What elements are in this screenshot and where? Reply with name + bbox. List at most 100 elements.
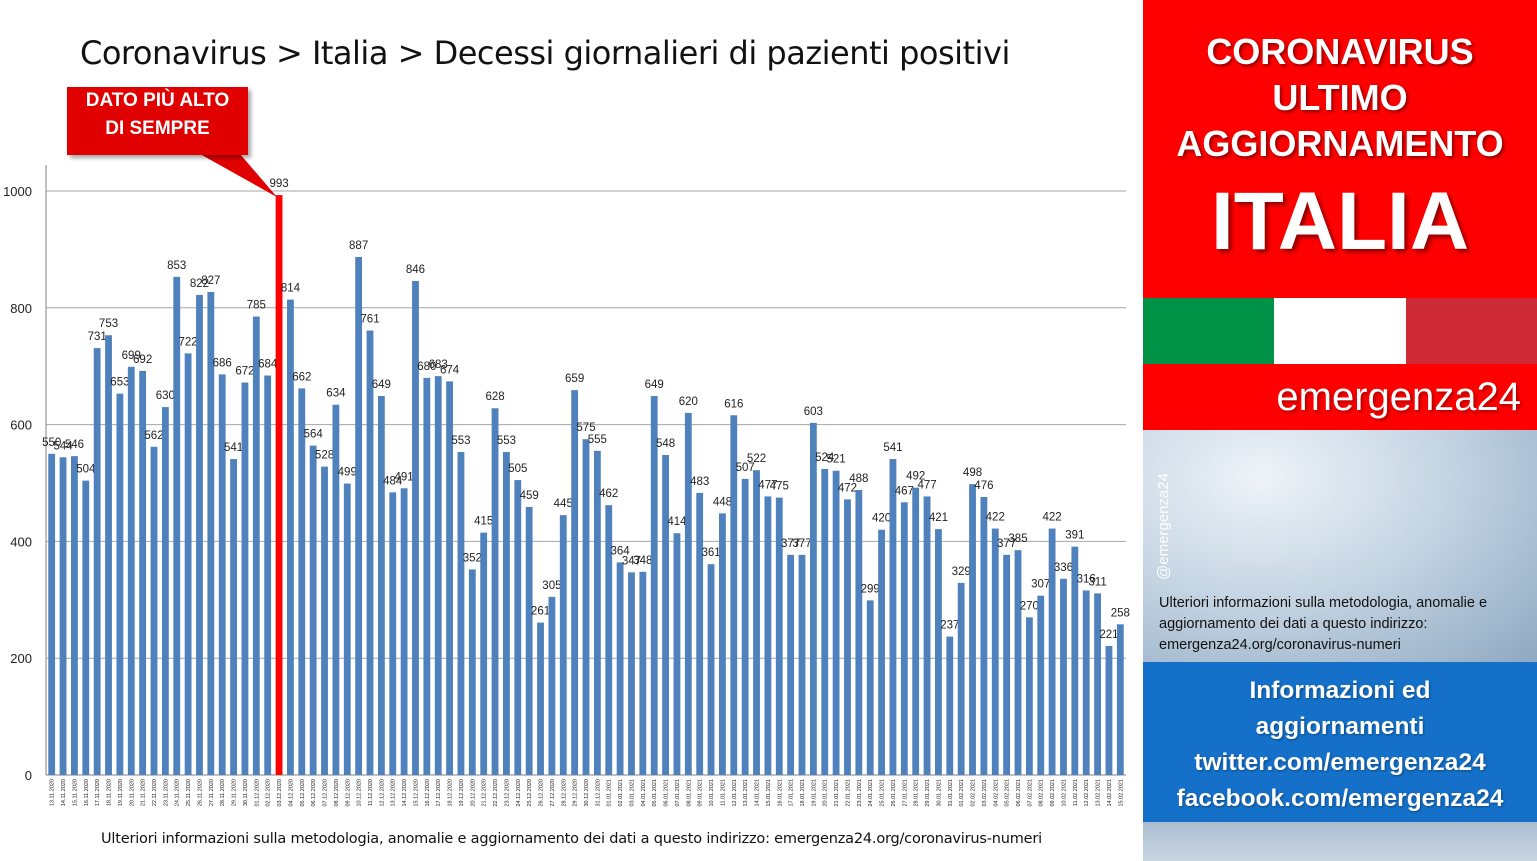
x-tick-label: 22.11.2020 — [152, 779, 158, 806]
data-label: 491 — [395, 471, 414, 483]
bar — [980, 497, 988, 775]
bar — [1116, 624, 1124, 775]
data-label: 603 — [804, 406, 823, 418]
x-tick-label: 24.01.2021 — [868, 779, 874, 807]
data-label: 477 — [917, 479, 936, 491]
data-label: 887 — [349, 240, 368, 252]
x-tick-label: 18.01.2021 — [800, 779, 806, 807]
data-label: 316 — [1077, 573, 1096, 585]
data-label: 391 — [1065, 530, 1084, 542]
data-label: 420 — [872, 513, 891, 525]
x-tick-label: 12.01.2021 — [732, 779, 738, 807]
data-label: 544 — [53, 440, 73, 452]
bar — [628, 572, 635, 775]
x-tick-label: 02.12.2020 — [266, 779, 272, 807]
x-tick-label: 09.12.2020 — [345, 779, 351, 807]
x-tick-label: 15.11.2020 — [72, 779, 78, 806]
data-label: 686 — [213, 357, 232, 369]
bar — [343, 483, 351, 775]
x-tick-label: 30.01.2021 — [936, 779, 942, 807]
data-label: 814 — [281, 283, 301, 295]
data-label: 672 — [235, 366, 254, 378]
bar — [207, 292, 215, 775]
data-label: 662 — [292, 371, 311, 383]
bar — [298, 388, 306, 775]
bar — [309, 445, 317, 775]
x-tick-label: 10.02.2021 — [1061, 779, 1067, 807]
x-tick-label: 13.11.2020 — [50, 779, 56, 806]
x-tick-label: 13.12.2020 — [391, 779, 397, 807]
x-tick-label: 01.12.2020 — [254, 779, 260, 807]
x-tick-label: 22.01.2021 — [845, 779, 851, 807]
bar — [355, 256, 363, 775]
bar — [116, 393, 124, 775]
bar — [252, 316, 260, 775]
x-tick-label: 16.01.2021 — [777, 779, 783, 807]
bar — [59, 457, 67, 775]
data-label: 731 — [88, 331, 107, 343]
bar — [775, 497, 783, 775]
x-tick-label: 09.01.2021 — [698, 779, 704, 807]
x-tick-label: 23.01.2021 — [857, 779, 863, 807]
x-tick-label: 25.12.2020 — [527, 779, 533, 807]
twitter-link[interactable]: twitter.com/emergenza24 — [1194, 749, 1486, 776]
x-tick-label: 08.01.2021 — [686, 779, 692, 807]
bar — [1105, 645, 1113, 775]
data-label: 498 — [963, 467, 982, 479]
x-tick-label: 04.01.2021 — [641, 779, 647, 807]
bar — [1048, 528, 1056, 775]
data-label: 472 — [838, 482, 857, 494]
y-tick-label: 0 — [25, 768, 32, 783]
data-label: 692 — [133, 354, 152, 366]
data-label: 377 — [781, 538, 800, 550]
bar — [923, 496, 931, 775]
data-label: 761 — [360, 314, 379, 326]
data-label: 421 — [929, 512, 948, 524]
x-tick-label: 20.01.2021 — [823, 779, 829, 807]
x-tick-label: 15.02.2021 — [1118, 779, 1124, 807]
x-tick-label: 28.01.2021 — [914, 779, 920, 807]
background-photo — [1143, 430, 1537, 662]
data-label: 553 — [497, 435, 516, 447]
bar — [173, 276, 181, 775]
data-label: 683 — [429, 359, 448, 371]
x-tick-label: 25.01.2021 — [880, 779, 886, 807]
data-label: 562 — [144, 430, 163, 442]
bar — [707, 564, 715, 775]
x-tick-label: 10.01.2021 — [709, 779, 715, 807]
facebook-link[interactable]: facebook.com/emergenza24 — [1176, 785, 1504, 812]
bar — [332, 404, 340, 775]
data-label: 616 — [724, 398, 743, 410]
data-label: 422 — [986, 512, 1005, 524]
bar — [1082, 590, 1090, 775]
bar — [616, 562, 624, 775]
x-tick-label: 26.01.2021 — [891, 779, 897, 807]
bar — [696, 492, 704, 775]
data-label: 649 — [645, 379, 664, 391]
data-label: 653 — [110, 377, 129, 389]
bar — [150, 446, 158, 775]
bar — [366, 330, 374, 775]
bar — [855, 490, 863, 775]
data-label: 311 — [1088, 576, 1106, 588]
x-tick-label: 14.12.2020 — [402, 779, 408, 807]
x-tick-label: 13.02.2021 — [1096, 779, 1102, 807]
flag-green-stripe — [1143, 298, 1275, 364]
callout-line1: DATO PIÙ ALTO — [85, 90, 230, 111]
y-tick-label: 200 — [10, 651, 32, 666]
x-tick-label: 07.02.2021 — [1027, 779, 1033, 807]
data-label: 221 — [1099, 629, 1118, 641]
data-label: 414 — [667, 516, 687, 528]
data-label: 674 — [440, 364, 460, 376]
bar — [287, 299, 294, 775]
bar — [82, 480, 90, 775]
bar — [48, 453, 56, 775]
x-tick-label: 21.01.2021 — [834, 779, 840, 807]
data-label: 483 — [690, 476, 709, 488]
x-tick-label: 04.02.2021 — [993, 779, 999, 807]
bar — [230, 459, 237, 775]
bar — [537, 622, 544, 775]
data-label: 348 — [633, 555, 652, 567]
bar — [196, 294, 203, 775]
italian-flag — [1143, 298, 1537, 364]
